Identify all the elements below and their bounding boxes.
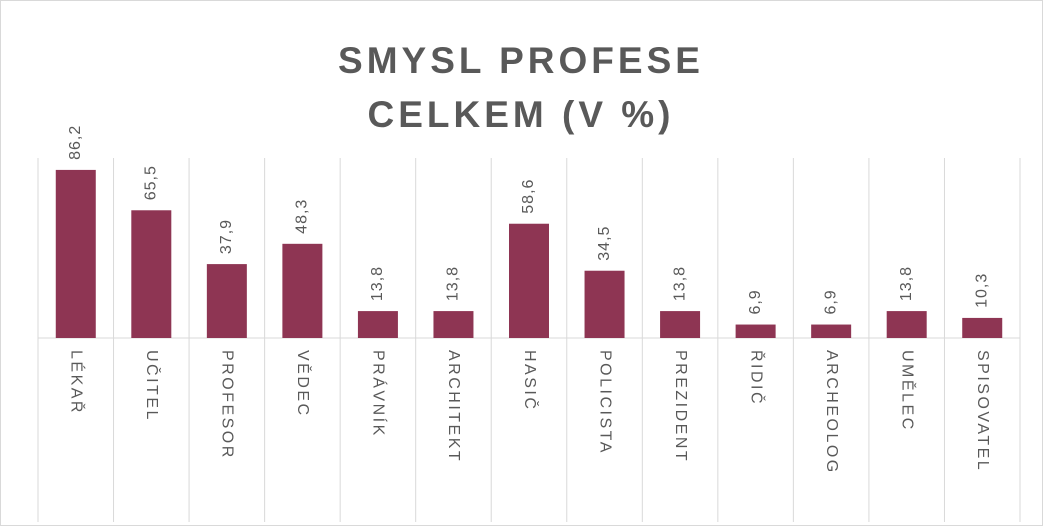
x-tick-label: PROFESOR [219,350,236,460]
value-label: 13,8 [671,266,688,301]
bar [735,324,776,338]
value-label: 10,3 [973,273,990,308]
x-tick-label: UMĚLEC [898,350,917,432]
x-tick-label: VĚDEC [294,350,313,418]
bar [131,210,172,338]
value-label: 65,5 [143,165,160,200]
x-tick-label: LÉKAŘ [68,350,87,415]
x-tick-label: ARCHITEKT [445,350,462,463]
x-tick-label: PRÁVNÍK [370,350,389,438]
bar [55,169,96,338]
value-label: 48,3 [294,199,311,234]
bar [206,264,247,338]
bar [357,311,398,338]
x-tick-label: ARCHEOLOG [823,350,840,475]
bar [282,243,323,338]
value-label: 58,6 [520,179,537,214]
x-tick-label: HASIČ [521,350,540,411]
value-label: 13,8 [898,266,915,301]
value-label: 6,9 [822,289,839,314]
chart-title: SMYSL PROFESE CELKEM (V %) [338,40,704,135]
x-tick-label: ŘIDIČ [747,350,766,406]
bar [886,311,927,338]
bar [584,270,625,338]
value-label: 6,9 [747,289,764,314]
value-label: 86,2 [67,125,84,160]
bar [660,311,701,338]
value-label: 34,5 [596,226,613,261]
x-tick-label: POLICISTA [596,350,613,455]
bar [509,223,549,338]
value-label: 13,8 [445,266,462,301]
x-tick-label: SPISOVATEL [974,350,991,472]
x-tick-label: UČITEL [143,350,162,422]
x-tick-label: PREZIDENT [672,350,689,463]
bar [962,317,1003,338]
bar [433,311,474,338]
bar [811,324,852,338]
value-label: 13,8 [369,266,386,301]
value-label: 37,9 [218,219,235,254]
